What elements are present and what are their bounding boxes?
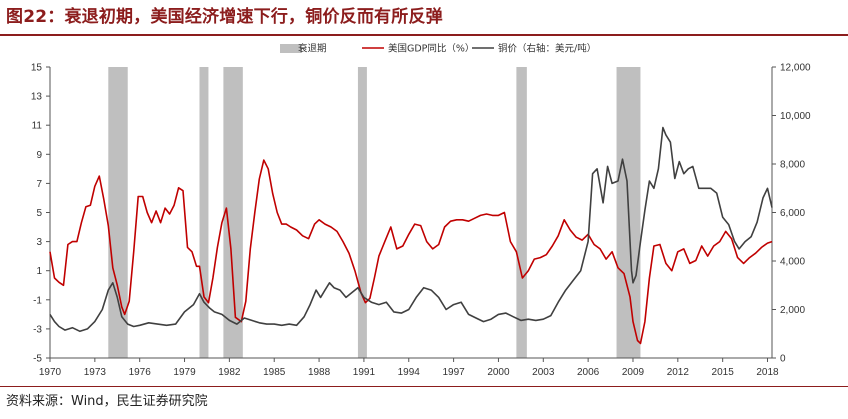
left-tick-label: -3	[33, 324, 42, 335]
title-underline	[0, 34, 848, 36]
left-tick-label: 11	[32, 121, 43, 132]
left-tick-label: 1	[36, 266, 42, 277]
left-tick-label: -1	[33, 295, 42, 306]
x-tick-label: 2018	[756, 367, 779, 378]
left-tick-label: 13	[31, 92, 43, 103]
x-tick-label: 1997	[442, 367, 465, 378]
left-tick-label: 9	[36, 150, 42, 161]
x-tick-label: 1985	[263, 367, 286, 378]
legend-label: 铜价（右轴：美元/吨）	[498, 43, 596, 55]
recession-band-2	[199, 67, 209, 358]
recession-band-5	[516, 67, 527, 358]
right-tick-label: 12,000	[780, 63, 811, 74]
left-tick-label: 5	[36, 208, 42, 219]
right-tick-label: 2,000	[780, 305, 805, 316]
recession-band-3	[223, 67, 243, 358]
legend-label: 美国GDP同比（%）	[388, 43, 474, 55]
right-tick-label: 6,000	[780, 208, 805, 219]
x-tick-label: 2000	[487, 367, 510, 378]
footer-rule	[0, 386, 848, 387]
x-tick-label: 2006	[577, 367, 600, 378]
right-tick-label: 8,000	[780, 160, 805, 171]
right-tick-label: 10,000	[780, 111, 811, 122]
legend-gdp: 美国GDP同比（%）	[362, 43, 474, 55]
legend-label: 衰退期	[298, 43, 327, 55]
legend-recession: 衰退期	[280, 43, 327, 55]
left-tick-label: 15	[31, 63, 43, 74]
source-note: 资料来源：Wind，民生证券研究院	[6, 394, 208, 409]
gdp-yoy-line	[49, 159, 773, 345]
x-tick-label: 1994	[398, 367, 421, 378]
left-tick-label: 3	[36, 237, 42, 248]
recession-band-4	[357, 67, 367, 358]
copper-price-line	[49, 126, 773, 333]
x-tick-label: 1979	[173, 367, 196, 378]
x-tick-label: 2009	[622, 367, 645, 378]
chart: -5-3-11357911131502,0004,0006,0008,00010…	[31, 43, 811, 379]
x-tick-label: 2003	[532, 367, 555, 378]
right-tick-label: 4,000	[780, 257, 805, 268]
x-tick-label: 1991	[353, 367, 376, 378]
x-tick-label: 1982	[218, 367, 241, 378]
x-tick-label: 1976	[129, 367, 152, 378]
left-tick-label: 7	[36, 179, 42, 190]
legend: 衰退期 美国GDP同比（%） 铜价（右轴：美元/吨）	[280, 43, 596, 55]
left-tick-label: -5	[33, 354, 42, 365]
right-tick-label: 0	[780, 354, 786, 365]
x-tick-label: 1973	[84, 367, 107, 378]
legend-swatch	[280, 44, 302, 53]
x-tick-label: 1988	[308, 367, 331, 378]
x-tick-label: 2015	[712, 367, 735, 378]
legend-copper: 铜价（右轴：美元/吨）	[472, 43, 596, 55]
x-tick-label: 1970	[39, 367, 62, 378]
figure-title: 图22：衰退初期，美国经济增速下行，铜价反而有所反弹	[6, 7, 443, 27]
x-tick-label: 2012	[667, 367, 690, 378]
